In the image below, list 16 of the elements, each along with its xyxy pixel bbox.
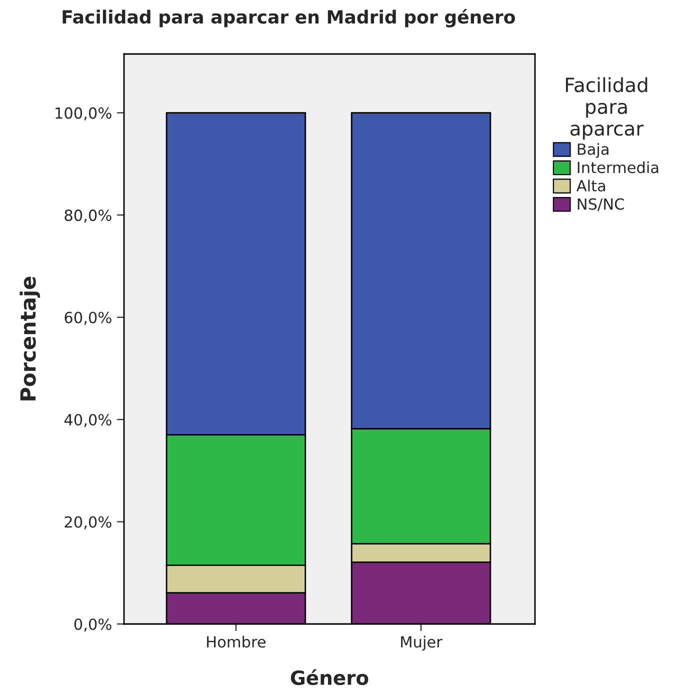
chart-title: Facilidad para aparcar en Madrid por género [62, 9, 515, 28]
y-tick-label: 40,0% [64, 414, 112, 428]
y-tick-label: 80,0% [64, 209, 112, 223]
y-axis-title: Porcentaje [20, 276, 40, 400]
y-tick-label: 0,0% [74, 618, 112, 632]
x-axis-title: Género [290, 669, 368, 686]
y-tick-label: 20,0% [64, 516, 112, 530]
legend-title: Facilidad para aparcar [566, 77, 648, 140]
legend-label: Baja [578, 143, 608, 158]
legend-label: NS/NC [578, 198, 624, 212]
legend-label: Alta [576, 180, 606, 192]
legend-label: Intermedia [578, 161, 658, 174]
x-tick-label: Hombre [207, 636, 266, 648]
x-tick-label: Mujer [401, 636, 442, 651]
y-tick-label: 100,0% [56, 107, 112, 120]
y-tick-label: 60,0% [64, 312, 112, 325]
